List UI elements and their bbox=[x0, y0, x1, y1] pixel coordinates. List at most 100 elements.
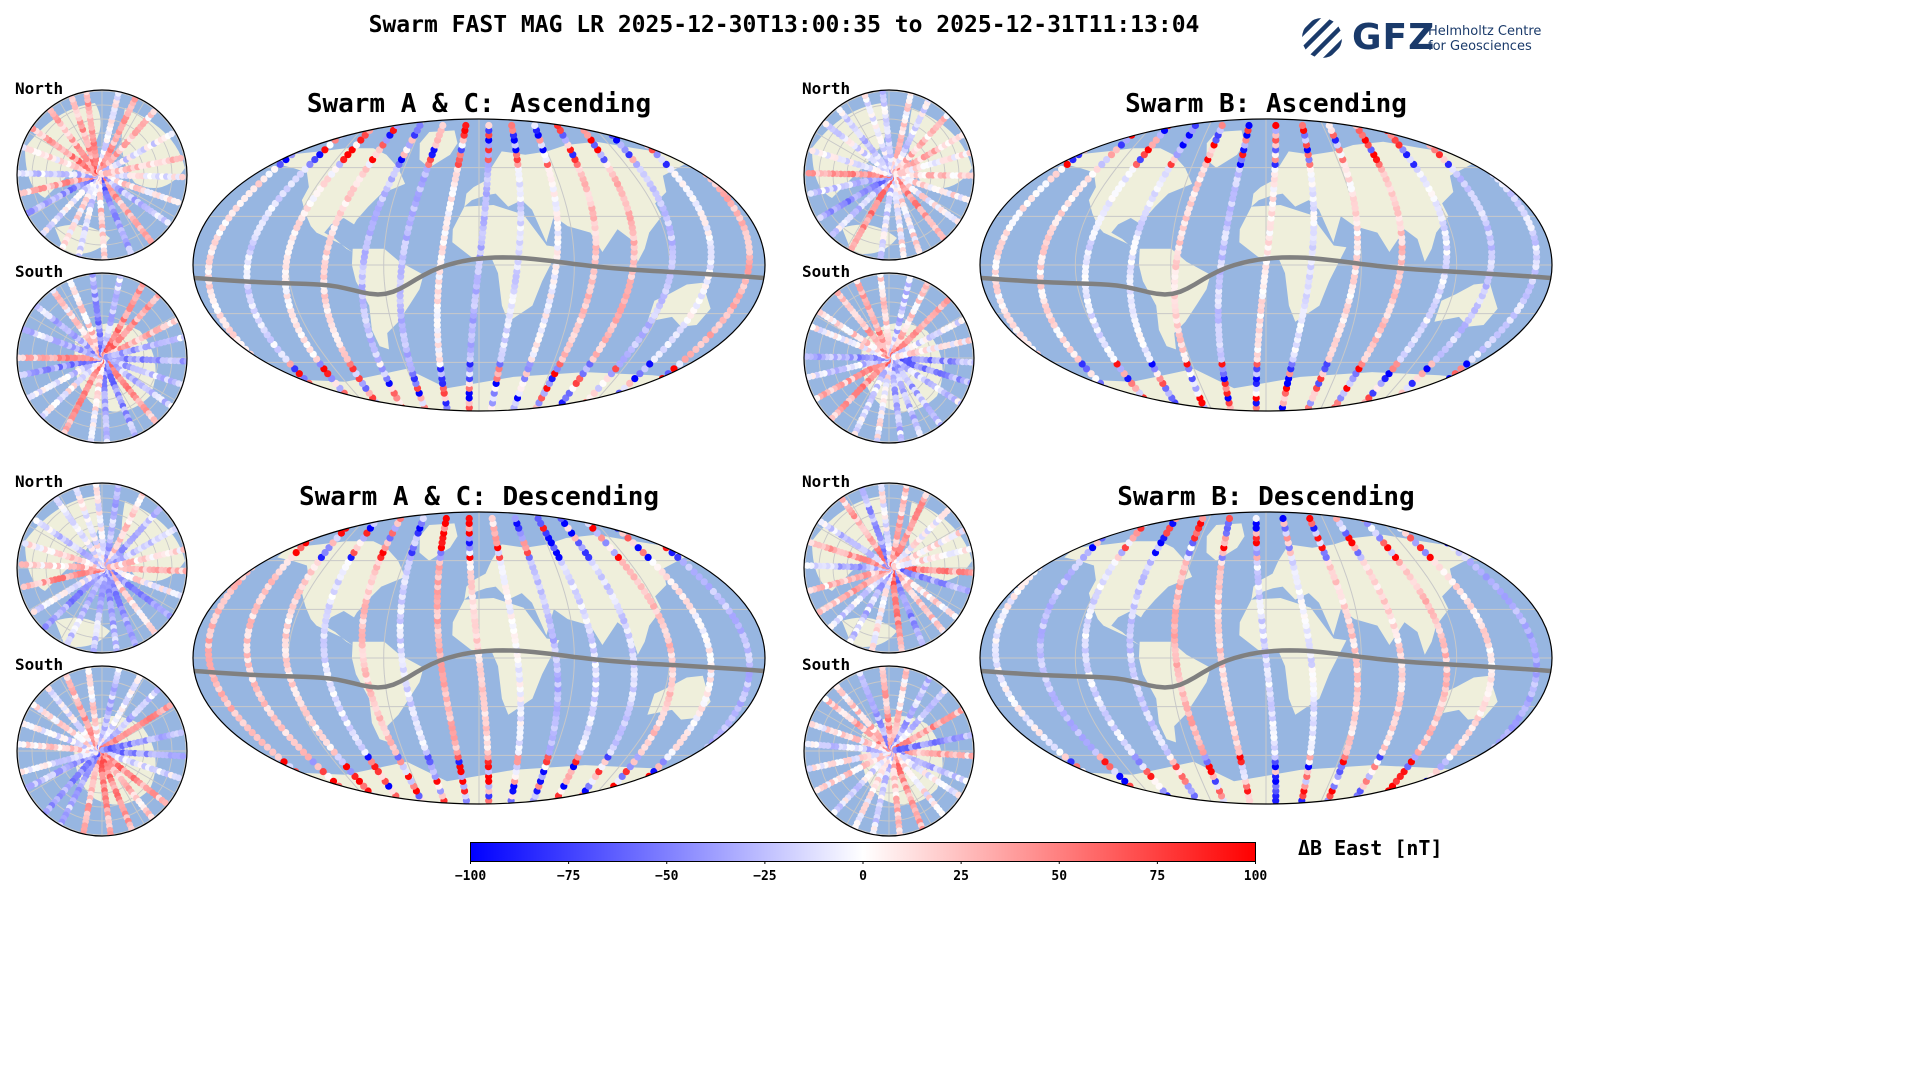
north-polar-map-ac-desc bbox=[16, 482, 188, 654]
polar-track bbox=[891, 750, 948, 820]
polar-track bbox=[98, 174, 171, 226]
south-label-b-asc: South bbox=[802, 262, 851, 281]
south-polar-map-ac-desc bbox=[16, 665, 188, 837]
polar-track bbox=[873, 358, 894, 443]
polar-track bbox=[877, 483, 895, 568]
polar-track bbox=[106, 564, 187, 575]
polar-track bbox=[890, 567, 948, 637]
satellite-track bbox=[465, 514, 493, 804]
south-polar-map-b-desc bbox=[803, 665, 975, 837]
north-polar-map-ac-asc bbox=[16, 89, 188, 261]
polar-track bbox=[106, 523, 183, 570]
polar-track bbox=[97, 174, 154, 245]
polar-track bbox=[98, 130, 175, 177]
satellite-track bbox=[1306, 514, 1362, 804]
south-label-ac-desc: South bbox=[15, 655, 64, 674]
satellite-track bbox=[1126, 514, 1202, 804]
dip-equator-line bbox=[193, 255, 765, 297]
satellite-track bbox=[510, 121, 562, 411]
north-label-ac-asc: North bbox=[15, 79, 64, 98]
polar-track bbox=[64, 568, 108, 647]
satellite-track bbox=[488, 514, 525, 804]
polar-track bbox=[889, 357, 945, 429]
figure-title: Swarm FAST MAG LR 2025-12-30T13:00:35 to… bbox=[368, 12, 1200, 38]
polar-track bbox=[892, 174, 949, 244]
colorbar-tick-label: −100 bbox=[454, 869, 487, 884]
colorbar bbox=[470, 842, 1256, 864]
polar-track bbox=[868, 568, 894, 653]
polar-track bbox=[829, 174, 894, 238]
polar-track bbox=[98, 154, 184, 178]
satellite-track bbox=[555, 121, 638, 411]
south-label-ac-asc: South bbox=[15, 262, 64, 281]
polar-track bbox=[80, 751, 102, 836]
world-map-ac-desc bbox=[192, 511, 766, 805]
polar-track bbox=[17, 354, 103, 362]
world-map-b-asc bbox=[979, 118, 1553, 412]
gfz-logo: GFZ Helmholtz Centre for Geosciences bbox=[1300, 16, 1550, 64]
satellite-track bbox=[532, 121, 600, 411]
south-polar-map-b-asc bbox=[803, 272, 975, 444]
satellite-track bbox=[433, 514, 470, 804]
gfz-subtitle: Helmholtz Centre for Geosciences bbox=[1428, 24, 1542, 54]
polar-track bbox=[103, 333, 187, 361]
map-title-b-asc: Swarm B: Ascending bbox=[1125, 89, 1407, 119]
colorbar-tick-label: 25 bbox=[953, 869, 969, 884]
colorbar-label: ΔB East [nT] bbox=[1298, 836, 1443, 860]
polar-track bbox=[853, 277, 893, 358]
north-label-b-asc: North bbox=[802, 79, 851, 98]
dip-equator-line bbox=[980, 648, 1552, 690]
dip-equator-line bbox=[193, 648, 765, 690]
satellite-track bbox=[1357, 121, 1451, 411]
polar-track bbox=[90, 568, 109, 653]
polar-track bbox=[39, 357, 104, 420]
polar-track bbox=[99, 702, 174, 753]
polar-track bbox=[890, 90, 915, 175]
polar-track bbox=[808, 721, 892, 753]
colorbar-tick-label: −50 bbox=[655, 869, 679, 884]
polar-track bbox=[17, 172, 98, 198]
polar-track bbox=[45, 104, 100, 176]
polar-track bbox=[890, 504, 954, 569]
polar-track bbox=[106, 545, 187, 571]
map-title-b-desc: Swarm B: Descending bbox=[1117, 482, 1415, 512]
satellite-track bbox=[396, 514, 448, 804]
polar-track bbox=[96, 96, 139, 175]
polar-track bbox=[53, 496, 107, 569]
world-map-ac-asc bbox=[192, 118, 766, 412]
polar-track bbox=[889, 488, 931, 568]
north-label-b-desc: North bbox=[802, 472, 851, 491]
north-polar-map-b-asc bbox=[803, 89, 975, 261]
polar-track bbox=[893, 148, 974, 178]
polar-track bbox=[17, 169, 98, 179]
satellite-track bbox=[1036, 514, 1149, 804]
polar-track bbox=[75, 175, 101, 260]
colorbar-tick-label: −75 bbox=[556, 869, 581, 884]
satellite-track bbox=[396, 121, 447, 411]
polar-track bbox=[83, 90, 101, 175]
polar-track bbox=[57, 175, 100, 254]
polar-track bbox=[17, 748, 99, 777]
satellite-track bbox=[433, 121, 470, 411]
colorbar-tick-label: −25 bbox=[753, 869, 777, 884]
satellite-track bbox=[1126, 121, 1199, 411]
satellite-track bbox=[1252, 121, 1280, 411]
polar-track bbox=[887, 358, 905, 443]
polar-track bbox=[879, 90, 896, 175]
satellite-track bbox=[1170, 514, 1228, 804]
satellite-track bbox=[1252, 514, 1280, 804]
satellite-track bbox=[1278, 121, 1318, 411]
satellite-track bbox=[511, 514, 562, 804]
polar-track bbox=[891, 336, 974, 361]
satellite-track bbox=[465, 121, 493, 411]
satellite-track bbox=[1279, 514, 1318, 804]
satellite-track bbox=[488, 121, 525, 411]
south-label-b-desc: South bbox=[802, 655, 851, 674]
polar-track bbox=[890, 175, 908, 260]
map-title-ac-asc: Swarm A & C: Ascending bbox=[306, 89, 652, 119]
polar-track bbox=[62, 670, 101, 751]
polar-track bbox=[22, 540, 106, 571]
satellite-track bbox=[1214, 514, 1254, 804]
polar-track bbox=[102, 291, 162, 359]
dip-equator-line bbox=[980, 255, 1552, 297]
